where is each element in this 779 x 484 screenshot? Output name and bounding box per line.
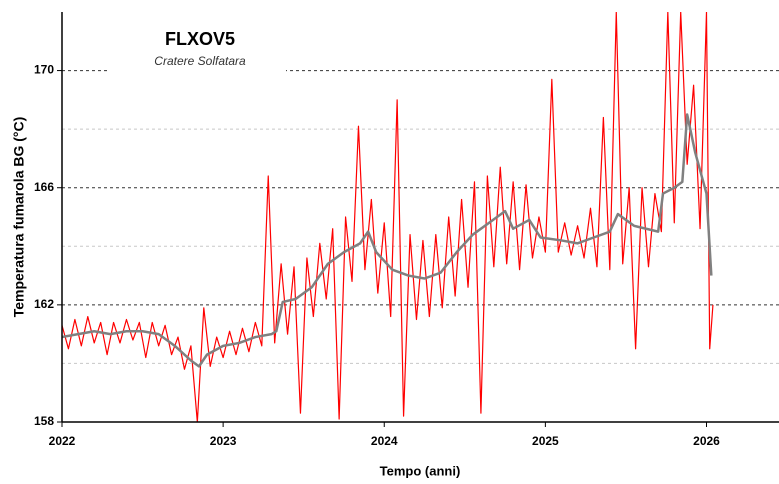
x-axis-label: Tempo (anni) — [380, 463, 461, 478]
y-tick-label: 166 — [34, 180, 54, 194]
series-line — [62, 12, 714, 422]
x-tick-label: 2025 — [532, 434, 559, 448]
y-tick-label: 162 — [34, 297, 54, 311]
x-tick-label: 2023 — [210, 434, 237, 448]
x-tick-label: 2026 — [693, 434, 720, 448]
title-box — [110, 24, 286, 76]
x-tick-label: 2024 — [371, 434, 398, 448]
chart-title: FLXOV5 — [165, 29, 235, 49]
y-tick-label: 170 — [34, 63, 54, 77]
y-axis-label: Temperatura fumarola BG (°C) — [11, 117, 27, 318]
x-tick-label: 2022 — [49, 434, 76, 448]
series-line — [62, 113, 713, 368]
y-tick-label: 158 — [34, 414, 54, 428]
chart-subtitle: Cratere Solfatara — [154, 54, 246, 68]
lines — [62, 12, 714, 422]
